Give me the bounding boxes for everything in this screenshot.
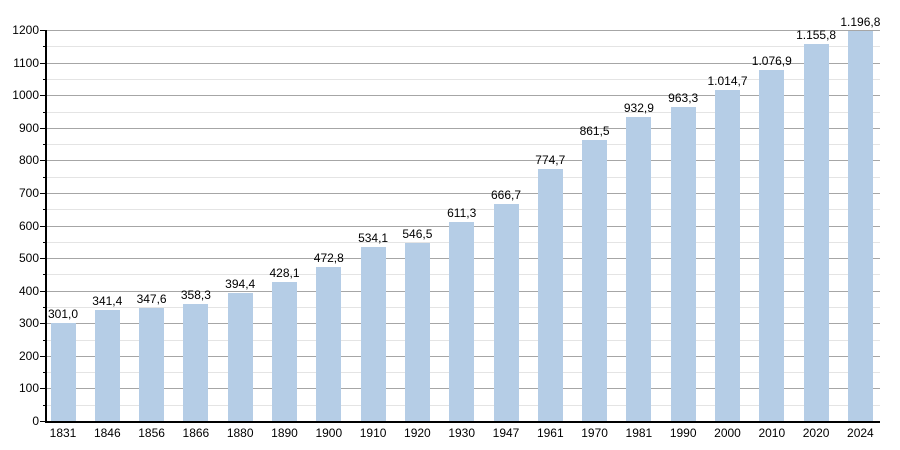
y-major-tick: [40, 95, 47, 97]
x-tick-label: 2010: [758, 426, 786, 440]
y-major-tick: [40, 225, 47, 227]
bar-value-label: 534,1: [358, 231, 389, 245]
y-tick-label: 1100: [13, 55, 39, 70]
y-tick-label: 0: [32, 414, 39, 428]
bar-value-label: 963,3: [668, 91, 699, 106]
x-tick-label: 1856: [138, 426, 165, 440]
bar: [537, 168, 563, 421]
bar: [272, 281, 297, 421]
bar-value-label: 301,0: [47, 306, 79, 321]
y-major-tick: [40, 323, 47, 325]
bar-value-label: 341,4: [92, 293, 123, 308]
bar: [183, 304, 209, 421]
x-tick-label: 1920: [404, 426, 431, 440]
major-gridline: [47, 62, 880, 64]
x-tick-label: 1930: [448, 426, 476, 440]
bar-value-label: 1.014,7: [707, 74, 748, 89]
bar: [803, 44, 829, 421]
y-major-tick: [40, 355, 47, 357]
x-tick-label: 2000: [714, 426, 741, 440]
bar-value-label: 611,3: [447, 205, 477, 220]
y-tick-label: 500: [18, 251, 39, 266]
y-tick-label: 300: [18, 316, 39, 331]
bar-value-label: 428,1: [269, 265, 300, 280]
x-tick-label: 1910: [359, 426, 387, 440]
bar: [670, 107, 696, 421]
bar-value-label: 1.076,9: [751, 54, 792, 69]
bar: [582, 140, 608, 421]
x-tick-label: 1961: [536, 426, 564, 440]
bar-value-label: 1.155,8: [796, 28, 837, 43]
bar: [404, 242, 430, 421]
y-major-tick: [40, 160, 47, 162]
y-major-tick: [40, 127, 47, 129]
bar: [493, 203, 519, 421]
y-tick-label: 900: [18, 120, 39, 135]
major-gridline: [47, 192, 880, 194]
minor-gridline: [47, 144, 880, 145]
bar: [360, 247, 386, 421]
major-gridline: [47, 95, 880, 97]
bar: [227, 292, 253, 421]
bar: [316, 266, 342, 421]
x-tick-label: 1890: [271, 426, 298, 440]
bar: [626, 117, 652, 421]
x-tick-label: 1900: [315, 426, 343, 440]
bar-value-label: 472,8: [313, 250, 344, 265]
bar-value-label: 666,7: [490, 187, 522, 202]
x-tick-label: 2024: [847, 426, 874, 440]
y-major-tick: [40, 290, 47, 292]
y-major-tick: [40, 258, 47, 260]
y-tick-label: 200: [18, 348, 39, 363]
bar: [715, 90, 740, 421]
y-major-tick: [40, 62, 47, 64]
bar-value-label: 1.196,8: [840, 15, 881, 29]
x-tick-label: 1990: [669, 426, 697, 440]
bar: [50, 322, 76, 421]
x-tick-label: 1947: [492, 426, 520, 440]
y-major-tick: [40, 192, 47, 194]
y-tick-label: 800: [18, 153, 39, 168]
bar-value-label: 861,5: [579, 124, 610, 139]
y-tick-label: 100: [18, 381, 39, 396]
bar-value-label: 394,4: [225, 276, 256, 291]
bar: [847, 31, 873, 421]
y-tick-label: 1200: [12, 23, 39, 37]
x-tick-label: 2020: [802, 426, 830, 440]
minor-gridline: [47, 111, 880, 113]
y-tick-label: 700: [18, 185, 39, 200]
bar: [759, 70, 785, 421]
y-tick-label: 400: [18, 283, 39, 298]
bar: [94, 309, 120, 421]
x-tick-label: 1981: [625, 426, 653, 440]
minor-gridline: [47, 46, 880, 48]
y-major-tick: [40, 388, 47, 390]
x-tick-label: 1970: [581, 426, 608, 440]
bar-value-label: 347,6: [136, 291, 167, 306]
bar: [449, 221, 475, 421]
y-tick-label: 1000: [12, 88, 39, 103]
y-major-tick: [40, 30, 47, 31]
y-axis-line: [45, 30, 47, 423]
bar-value-label: 358,3: [180, 288, 211, 303]
minor-gridline: [47, 209, 880, 211]
minor-gridline: [47, 78, 880, 80]
major-gridline: [47, 30, 880, 31]
major-gridline: [47, 160, 880, 162]
x-tick-label: 1866: [182, 426, 210, 440]
x-axis-line: [45, 421, 880, 423]
x-tick-label: 1846: [93, 426, 121, 440]
major-gridline: [47, 127, 880, 129]
bar: [139, 307, 165, 421]
bar-value-label: 546,5: [402, 226, 433, 241]
bar-value-label: 932,9: [623, 101, 654, 115]
bar-value-label: 774,7: [535, 152, 566, 167]
y-major-tick: [40, 421, 47, 422]
x-tick-label: 1831: [49, 426, 77, 440]
x-tick-label: 1880: [226, 426, 254, 440]
y-tick-label: 600: [18, 218, 39, 233]
minor-gridline: [47, 176, 880, 178]
